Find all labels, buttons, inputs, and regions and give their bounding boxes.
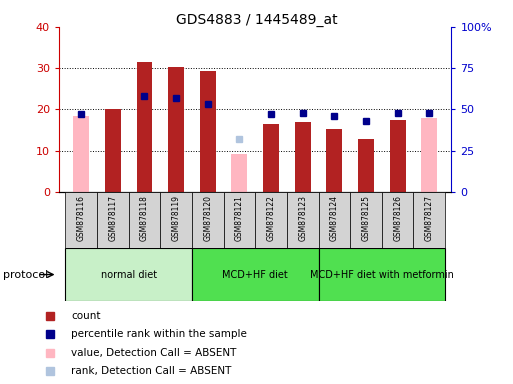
Bar bbox=[97, 192, 129, 248]
Bar bbox=[105, 109, 121, 192]
Text: GSM878126: GSM878126 bbox=[393, 195, 402, 241]
Bar bbox=[255, 192, 287, 248]
Bar bbox=[160, 192, 192, 248]
Bar bbox=[200, 71, 215, 192]
Bar bbox=[390, 120, 406, 192]
Bar bbox=[224, 192, 255, 248]
Bar bbox=[319, 192, 350, 248]
Text: GSM878125: GSM878125 bbox=[362, 195, 370, 241]
Text: count: count bbox=[71, 311, 101, 321]
Text: GSM878123: GSM878123 bbox=[298, 195, 307, 241]
Bar bbox=[421, 118, 437, 192]
Text: normal diet: normal diet bbox=[101, 270, 156, 280]
Bar bbox=[73, 116, 89, 192]
Text: value, Detection Call = ABSENT: value, Detection Call = ABSENT bbox=[71, 348, 236, 358]
Text: GSM878116: GSM878116 bbox=[76, 195, 86, 241]
Text: GSM878122: GSM878122 bbox=[267, 195, 275, 241]
Bar bbox=[382, 192, 413, 248]
Text: GSM878121: GSM878121 bbox=[235, 195, 244, 241]
Bar bbox=[168, 67, 184, 192]
Bar bbox=[319, 248, 445, 301]
Bar bbox=[192, 248, 319, 301]
Bar bbox=[192, 192, 224, 248]
Bar bbox=[136, 62, 152, 192]
Text: MCD+HF diet with metformin: MCD+HF diet with metformin bbox=[310, 270, 454, 280]
Bar bbox=[358, 139, 374, 192]
Bar bbox=[231, 154, 247, 192]
Text: MCD+HF diet: MCD+HF diet bbox=[222, 270, 288, 280]
Text: GSM878119: GSM878119 bbox=[171, 195, 181, 241]
Bar bbox=[295, 122, 310, 192]
Text: GSM878117: GSM878117 bbox=[108, 195, 117, 241]
Bar bbox=[287, 192, 319, 248]
Text: rank, Detection Call = ABSENT: rank, Detection Call = ABSENT bbox=[71, 366, 231, 376]
Text: GSM878127: GSM878127 bbox=[425, 195, 434, 241]
Text: protocol: protocol bbox=[3, 270, 48, 280]
Bar bbox=[326, 129, 342, 192]
Bar bbox=[413, 192, 445, 248]
Text: GSM878118: GSM878118 bbox=[140, 195, 149, 241]
Bar bbox=[350, 192, 382, 248]
Bar bbox=[65, 248, 192, 301]
Text: GSM878124: GSM878124 bbox=[330, 195, 339, 241]
Bar bbox=[129, 192, 160, 248]
Bar bbox=[65, 192, 97, 248]
Bar bbox=[263, 124, 279, 192]
Text: GSM878120: GSM878120 bbox=[203, 195, 212, 241]
Text: percentile rank within the sample: percentile rank within the sample bbox=[71, 329, 247, 339]
Text: GDS4883 / 1445489_at: GDS4883 / 1445489_at bbox=[175, 13, 338, 27]
